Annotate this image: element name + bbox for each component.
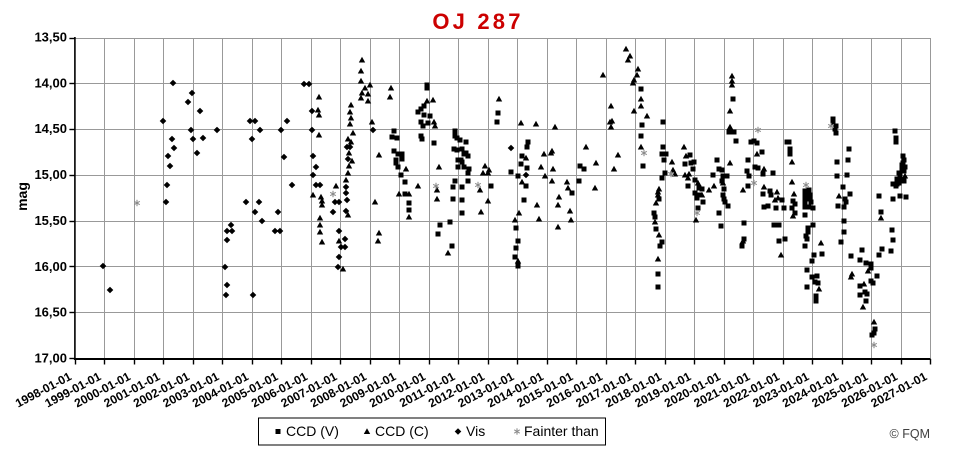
svg-text:16,00: 16,00 (34, 259, 67, 274)
svg-text:CCD (V): CCD (V) (286, 423, 339, 439)
svg-text:Fainter than: Fainter than (524, 423, 599, 439)
svg-text:16,50: 16,50 (34, 305, 67, 320)
svg-text:15,00: 15,00 (34, 167, 67, 182)
svg-text:OJ 287: OJ 287 (432, 9, 523, 34)
svg-text:13,50: 13,50 (34, 30, 67, 45)
svg-text:Vis: Vis (466, 423, 485, 439)
svg-text:CCD (C): CCD (C) (375, 423, 429, 439)
svg-text:© FQM: © FQM (890, 427, 930, 441)
svg-text:14,50: 14,50 (34, 121, 67, 136)
svg-text:15,50: 15,50 (34, 213, 67, 228)
svg-text:14,00: 14,00 (34, 75, 67, 90)
svg-text:mag: mag (14, 182, 30, 211)
svg-text:17,00: 17,00 (34, 351, 67, 366)
